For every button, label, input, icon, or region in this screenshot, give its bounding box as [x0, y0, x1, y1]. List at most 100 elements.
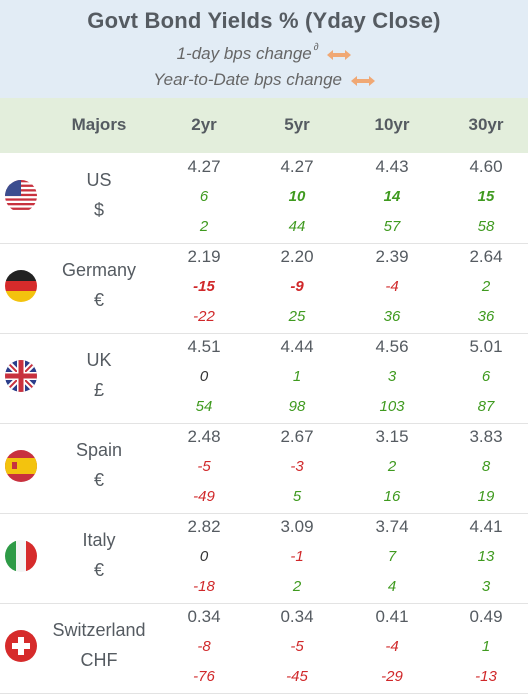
- column-header-30yr: 30yr: [468, 115, 504, 134]
- day-change-value: 7: [387, 548, 397, 565]
- country-name: Italy: [82, 530, 116, 550]
- day-change-value: 3: [387, 368, 397, 385]
- day-change-value: 14: [383, 188, 401, 205]
- table-row: UK £4.51 0 54 4.44 1 98 4.56 3 103 5.01 6 87: [0, 333, 528, 424]
- yield-value: 0.34: [280, 607, 314, 626]
- spain-flag-icon: [5, 450, 37, 482]
- ytd-change-value: 3: [481, 578, 491, 595]
- column-header-2yr: 2yr: [191, 115, 217, 134]
- country-name: Spain: [75, 440, 123, 460]
- yield-value: 3.74: [375, 517, 409, 536]
- column-header-10yr: 10yr: [374, 115, 410, 134]
- day-change-value: 6: [481, 368, 491, 385]
- column-header-row: Majors 2yr 5yr 10yr 30yr: [0, 98, 528, 153]
- germany-flag-icon: [5, 270, 37, 302]
- day-change-value: -5: [290, 638, 304, 655]
- ytd-change-value: 54: [195, 398, 213, 415]
- ytd-change-value: -29: [381, 668, 403, 685]
- yield-value: 2.64: [469, 247, 503, 266]
- yield-value: 2.39: [375, 247, 409, 266]
- yield-value: 4.60: [469, 157, 503, 176]
- currency-symbol: £: [93, 380, 104, 400]
- yield-value: 4.44: [280, 337, 314, 356]
- table-row: Switzerland CHF 0.34 -8 -76 0.34 -5 -45 0.41 -4 -2…: [0, 603, 528, 694]
- us-flag-icon: [5, 180, 37, 212]
- day-change-value: 2: [387, 458, 397, 475]
- subtitle-day-change: 1-day bps change ∂: [0, 42, 528, 64]
- ytd-change-value: 58: [477, 218, 495, 235]
- subtitle-day-sup: ∂: [313, 42, 319, 53]
- day-change-value: 13: [477, 548, 495, 565]
- currency-symbol: €: [93, 560, 104, 580]
- ytd-change-value: -18: [193, 578, 215, 595]
- day-change-value: -1: [290, 548, 304, 565]
- day-change-value: -4: [385, 638, 399, 655]
- country-name: Germany: [61, 260, 137, 280]
- table-row: Italy €2.82 0 -18 3.09 -1 2 3.74 7 4 4.41 13 3: [0, 513, 528, 604]
- column-header-majors: Majors: [71, 115, 127, 134]
- ytd-change-value: 5: [292, 488, 302, 505]
- yield-value: 2.20: [280, 247, 314, 266]
- subtitle-ytd-label: Year-to-Date bps change: [153, 70, 342, 89]
- ytd-change-value: -13: [475, 668, 497, 685]
- yield-value: 0.41: [375, 607, 409, 626]
- day-change-value: 1: [481, 638, 491, 655]
- country-name: Switzerland: [52, 620, 146, 640]
- ytd-change-value: -49: [193, 488, 215, 505]
- yield-value: 3.83: [469, 427, 503, 446]
- day-change-value: -4: [385, 278, 399, 295]
- day-change-value: -5: [197, 458, 211, 475]
- yield-value: 3.09: [280, 517, 314, 536]
- currency-symbol: €: [93, 470, 104, 490]
- day-change-value: -15: [193, 278, 215, 295]
- ytd-change-value: 36: [383, 308, 401, 325]
- table-row: Germany €2.19 -15 -22 2.20 -9 25 2.39 -4 36 2.64 2 3…: [0, 243, 528, 334]
- ytd-change-value: 19: [477, 488, 495, 505]
- currency-symbol: $: [93, 200, 104, 220]
- ytd-change-value: 103: [379, 398, 405, 415]
- yield-value: 4.43: [375, 157, 409, 176]
- double-arrow-icon: [327, 49, 352, 60]
- yield-value: 2.48: [187, 427, 221, 446]
- yield-value: 2.67: [280, 427, 314, 446]
- yield-value: 2.19: [187, 247, 221, 266]
- day-change-value: 8: [481, 458, 491, 475]
- yield-value: 4.27: [187, 157, 221, 176]
- switzerland-flag-icon: [5, 630, 37, 662]
- table-row: Spain €2.48 -5 -49 2.67 -3 5 3.15 2 16 3.83 8 19: [0, 423, 528, 514]
- page-title: Govt Bond Yields % (Yday Close): [87, 8, 441, 33]
- yield-value: 4.51: [187, 337, 221, 356]
- yield-value: 4.27: [280, 157, 314, 176]
- country-name: US: [86, 170, 112, 190]
- ytd-change-value: 87: [477, 398, 495, 415]
- day-change-value: 6: [199, 188, 209, 205]
- ytd-change-value: 2: [199, 218, 209, 235]
- day-change-value: 0: [199, 548, 209, 565]
- yield-value: 3.15: [375, 427, 409, 446]
- yield-value: 4.56: [375, 337, 409, 356]
- ytd-change-value: 36: [477, 308, 495, 325]
- day-change-value: 1: [292, 368, 302, 385]
- day-change-value: 10: [288, 188, 306, 205]
- header: Govt Bond Yields % (Yday Close) 1-day bp…: [0, 0, 528, 98]
- subtitle-ytd-change: Year-to-Date bps change: [0, 70, 528, 90]
- ytd-change-value: 57: [383, 218, 401, 235]
- yield-value: 2.82: [187, 517, 221, 536]
- ytd-change-value: -45: [286, 668, 308, 685]
- day-change-value: -3: [290, 458, 304, 475]
- yield-value: 0.34: [187, 607, 221, 626]
- day-change-value: -9: [290, 278, 304, 295]
- subtitle-day-label: 1-day bps change: [176, 44, 312, 63]
- uk-flag-icon: [5, 360, 37, 392]
- day-change-value: 15: [477, 188, 495, 205]
- ytd-change-value: 44: [288, 218, 306, 235]
- italy-flag-icon: [5, 540, 37, 572]
- yield-value: 4.41: [469, 517, 503, 536]
- day-change-value: 2: [481, 278, 491, 295]
- column-header-5yr: 5yr: [284, 115, 310, 134]
- table-row: US $4.27 6 2 4.27 10 44 4.43 14 57 4.60 15 58: [0, 153, 528, 244]
- ytd-change-value: -22: [193, 308, 215, 325]
- yield-value: 5.01: [469, 337, 503, 356]
- ytd-change-value: -76: [193, 668, 215, 685]
- yield-value: 0.49: [469, 607, 503, 626]
